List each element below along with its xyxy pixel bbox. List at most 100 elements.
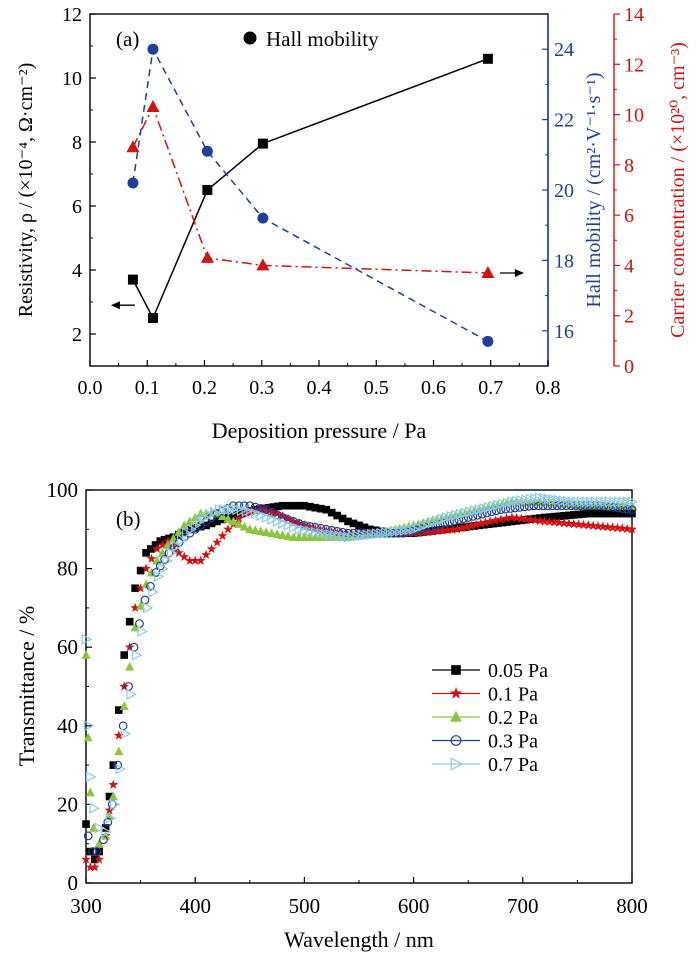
b-point-0-1-pa-2 [89,862,100,872]
b-point-0-05-pa-48 [322,505,331,514]
a-carrier-tick-label-4: 4 [624,255,634,277]
b-point-0-05-pa-2 [90,855,99,864]
a-x-tick-label-0-7: 0.7 [478,377,503,399]
a-arrow-left-head [110,301,120,310]
a-right2-point-4 [481,265,495,278]
a-series-right2-line [132,105,488,274]
b-point-0-2-pa-33 [250,525,260,535]
b-point-0-05-pa-55 [360,523,369,532]
b-point-0-1-pa-80 [490,515,501,525]
b-point-0-05-pa-104 [599,509,607,518]
panel-b-x-ticks: 300 400 500 600 700 800 [70,877,648,918]
a-arrow-left [110,301,135,310]
b-point-0-7-pa-1 [83,720,95,732]
a-left-point-2 [202,185,213,195]
b-point-0-7-pa-43 [289,521,300,533]
b-point-0-05-pa-99 [574,510,583,519]
b-point-0-7-pa-12 [137,625,148,638]
b-point-0-05-pa-9 [125,617,134,626]
b-point-0-1-pa-53 [360,528,371,538]
b-point-0-1-pa-5 [104,805,115,815]
a-x-tick-label-0-8: 0.8 [536,377,561,399]
a-series-left-line [132,58,489,320]
b-point-0-3-pa-93 [552,501,562,511]
b-point-0-2-pa-13 [141,579,151,589]
b-point-0-1-pa-107 [622,523,633,534]
a-carrier-tick-label-14: 14 [624,4,644,26]
legend-b-label-0-05-pa: 0.05 Pa [488,660,548,682]
b-point-0-1-pa-21 [190,555,201,565]
b-point-0-1-pa-68 [432,525,443,536]
b-point-0-1-pa-33 [255,504,266,514]
a-right1-point-3 [257,212,269,224]
a-hall-tick-label-24: 24 [554,39,574,61]
b-point-0-05-pa-106 [608,509,617,518]
b-point-0-3-pa-89 [534,501,543,511]
panel-a-carrier-ticks: 0 2 4 6 8 10 12 14 [614,4,644,378]
b-point-0-7-pa-5 [101,826,112,838]
b-point-0-1-pa-22 [195,555,206,565]
b-point-0-3-pa-18 [174,538,184,547]
b-y-tick-label-60: 60 [57,635,78,659]
b-point-0-1-pa-78 [480,517,491,527]
b-point-0-05-pa-50 [333,511,341,520]
b-point-0-1-pa-6 [108,779,119,789]
b-point-0-05-pa-102 [589,509,597,518]
a-x-tick-label-0-1: 0.1 [135,377,160,399]
legend-b-label-0-3-pa: 0.3 Pa [488,731,538,753]
b-point-0-2-pa-7 [108,791,118,801]
a-carrier-tick-label-10: 10 [624,105,644,127]
panel-a-left-ticks: 2 4 6 8 10 12 [62,4,96,346]
b-point-0-05-pa-84 [503,518,511,526]
b-point-0-1-pa-39 [288,516,299,526]
b-point-0-1-pa-42 [304,522,315,532]
b-point-0-05-pa-86 [512,517,521,525]
b-point-0-05-pa-23 [196,522,205,531]
b-point-0-1-pa-95 [564,518,574,528]
b-point-0-7-pa-27 [209,506,221,518]
b-point-0-1-pa-38 [283,513,293,523]
b-point-0-1-pa-74 [461,521,472,532]
b-point-0-05-pa-46 [311,503,320,512]
panel-a-x-axis-label: Deposition pressure / Pa [212,418,427,443]
b-point-0-7-pa-11 [131,649,143,661]
b-point-0-1-pa-76 [471,519,481,529]
b-point-0-1-pa-102 [598,521,608,531]
b-point-0-1-pa-13 [146,553,157,563]
b-point-0-1-pa-19 [179,551,190,561]
b-point-0-7-pa-44 [294,523,306,535]
a-right1-point-1 [147,43,159,55]
a-hall-tick-label-16: 16 [554,321,574,343]
a-x-tick-label-0-2: 0.2 [192,377,217,399]
b-point-0-3-pa-4 [103,817,113,827]
a-right1-point-0 [127,177,139,189]
panel-b-x-axis-label: Wavelength / nm [284,927,434,952]
a-right1-point-4 [482,335,494,347]
a-carrier-tick-label-8: 8 [624,155,634,177]
b-point-0-1-pa-99 [583,520,594,530]
b-series-0-2-pa [81,496,637,848]
b-point-0-05-pa-15 [156,537,165,545]
panel-b-series [81,492,639,872]
b-point-0-7-pa-40 [272,515,284,527]
b-point-0-3-pa-0 [83,831,93,841]
b-point-0-1-pa-37 [277,511,288,521]
b-point-0-3-pa-12 [146,581,155,591]
b-point-0-1-pa-84 [511,512,522,523]
b-point-0-05-pa-12 [142,549,150,557]
b-point-0-05-pa-39 [274,502,282,511]
b-point-0-1-pa-73 [457,523,467,533]
b-point-0-2-pa-32 [245,524,255,534]
b-point-0-1-pa-34 [261,505,272,516]
b-point-0-1-pa-0 [81,854,91,864]
b-point-0-1-pa-89 [535,515,545,526]
b-point-0-2-pa-30 [234,519,244,528]
b-point-0-05-pa-108 [618,509,627,518]
b-point-0-2-pa-3 [89,823,99,832]
b-point-0-1-pa-82 [501,513,512,523]
b-point-0-1-pa-108 [627,524,637,534]
panel-a-left-axis-label: Resistivity, ρ / (×10⁻⁴, Ω·cm⁻²) [15,63,37,317]
b-point-0-3-pa-105 [608,503,618,512]
